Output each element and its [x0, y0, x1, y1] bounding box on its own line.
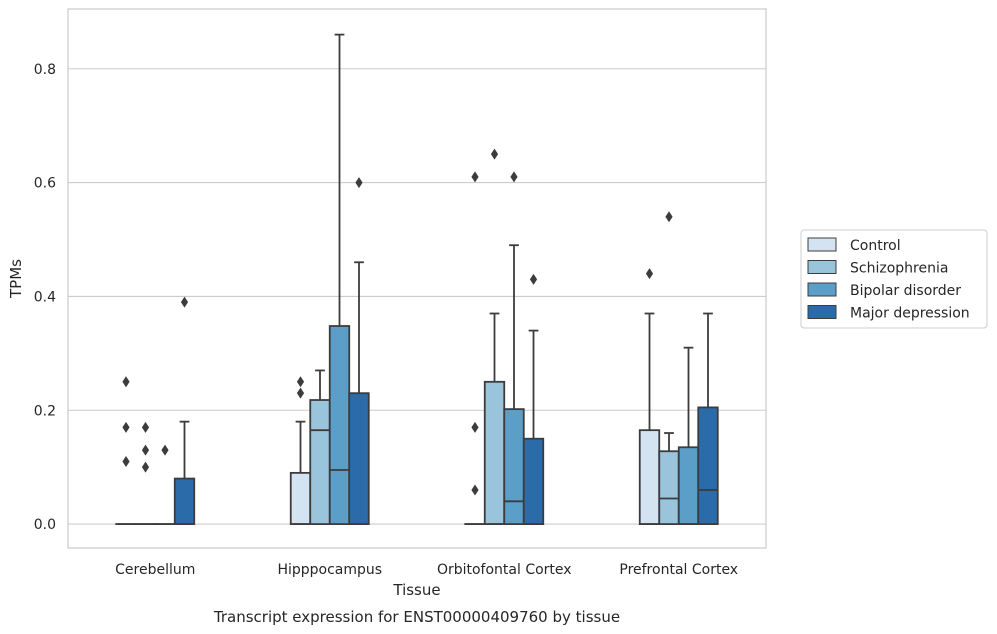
box: [291, 376, 311, 524]
box: [698, 314, 718, 525]
outlier-point: [122, 376, 129, 387]
outlier-point: [510, 171, 517, 182]
legend-label: Major depression: [850, 306, 970, 322]
y-tick-labels: 0.0 0.2 0.4 0.6 0.8: [34, 62, 56, 533]
outlier-point: [161, 445, 168, 456]
outlier-point: [646, 268, 653, 279]
legend-swatch: [808, 261, 836, 274]
outlier-point: [297, 388, 304, 399]
box-body: [698, 407, 718, 524]
y-axis-label: TPMs: [7, 259, 25, 299]
box-body: [291, 473, 311, 524]
y-tick-label: 0.2: [34, 403, 56, 419]
x-tick-label: Cerebellum: [115, 562, 195, 578]
box-body: [679, 447, 699, 524]
x-tick-labels: Cerebellum Hipppocampus Orbitofontal Corte…: [115, 562, 738, 578]
outlier-point: [297, 376, 304, 387]
box: [679, 348, 699, 524]
outlier-point: [665, 211, 672, 222]
outlier-point: [122, 422, 129, 433]
legend-label: Schizophrenia: [850, 261, 948, 277]
x-tick-label: Prefrontal Cortex: [619, 562, 738, 578]
outlier-point: [142, 462, 149, 473]
outlier-point: [471, 484, 478, 495]
box-body: [175, 479, 195, 525]
x-tick-label: Orbitofontal Cortex: [437, 562, 572, 578]
box: [485, 149, 505, 524]
outlier-point: [491, 149, 498, 160]
box: [465, 171, 485, 524]
box-body: [310, 400, 330, 524]
chart: 0.0 0.2 0.4 0.6 0.8 Cerebellum Hipppocampus Or…: [0, 0, 997, 634]
box: [659, 211, 679, 524]
y-tick-label: 0.4: [34, 289, 56, 305]
outlier-point: [142, 445, 149, 456]
y-tick-label: 0.8: [34, 62, 56, 78]
box-body: [640, 430, 660, 524]
outlier-point: [471, 171, 478, 182]
box: [310, 370, 330, 524]
box-body: [504, 409, 524, 524]
x-axis-label: Tissue: [392, 581, 440, 599]
legend-label: Control: [850, 238, 901, 254]
box-group: [465, 149, 543, 524]
y-tick-label: 0.6: [34, 176, 56, 192]
box-group: [291, 35, 369, 524]
outlier-point: [122, 456, 129, 467]
legend-swatch: [808, 238, 836, 251]
box-body: [524, 439, 544, 524]
box-groups: [116, 35, 718, 524]
legend-swatch: [808, 283, 836, 296]
outlier-point: [471, 422, 478, 433]
box: [640, 268, 660, 524]
box: [524, 274, 544, 524]
box-body: [330, 326, 350, 524]
outlier-point: [181, 297, 188, 308]
legend: Control Schizophrenia Bipolar disorder Majo…: [801, 230, 987, 328]
legend-swatch: [808, 306, 836, 319]
box-body: [485, 382, 505, 524]
box: [116, 376, 136, 524]
box-body: [349, 393, 369, 524]
outlier-point: [142, 422, 149, 433]
box: [330, 35, 350, 524]
box: [155, 445, 175, 525]
box: [349, 177, 369, 524]
chart-title: Transcript expression for ENST0000040976…: [213, 608, 620, 626]
outlier-point: [530, 274, 537, 285]
x-tick-label: Hipppocampus: [277, 562, 382, 578]
legend-label: Bipolar disorder: [850, 283, 961, 299]
box-group: [640, 211, 718, 524]
box: [504, 171, 524, 524]
boxplot-chart: 0.0 0.2 0.4 0.6 0.8 Cerebellum Hipppocampus Or…: [0, 0, 997, 634]
box: [136, 422, 156, 524]
y-tick-label: 0.0: [34, 517, 56, 533]
box-body: [659, 451, 679, 524]
outlier-point: [355, 177, 362, 188]
